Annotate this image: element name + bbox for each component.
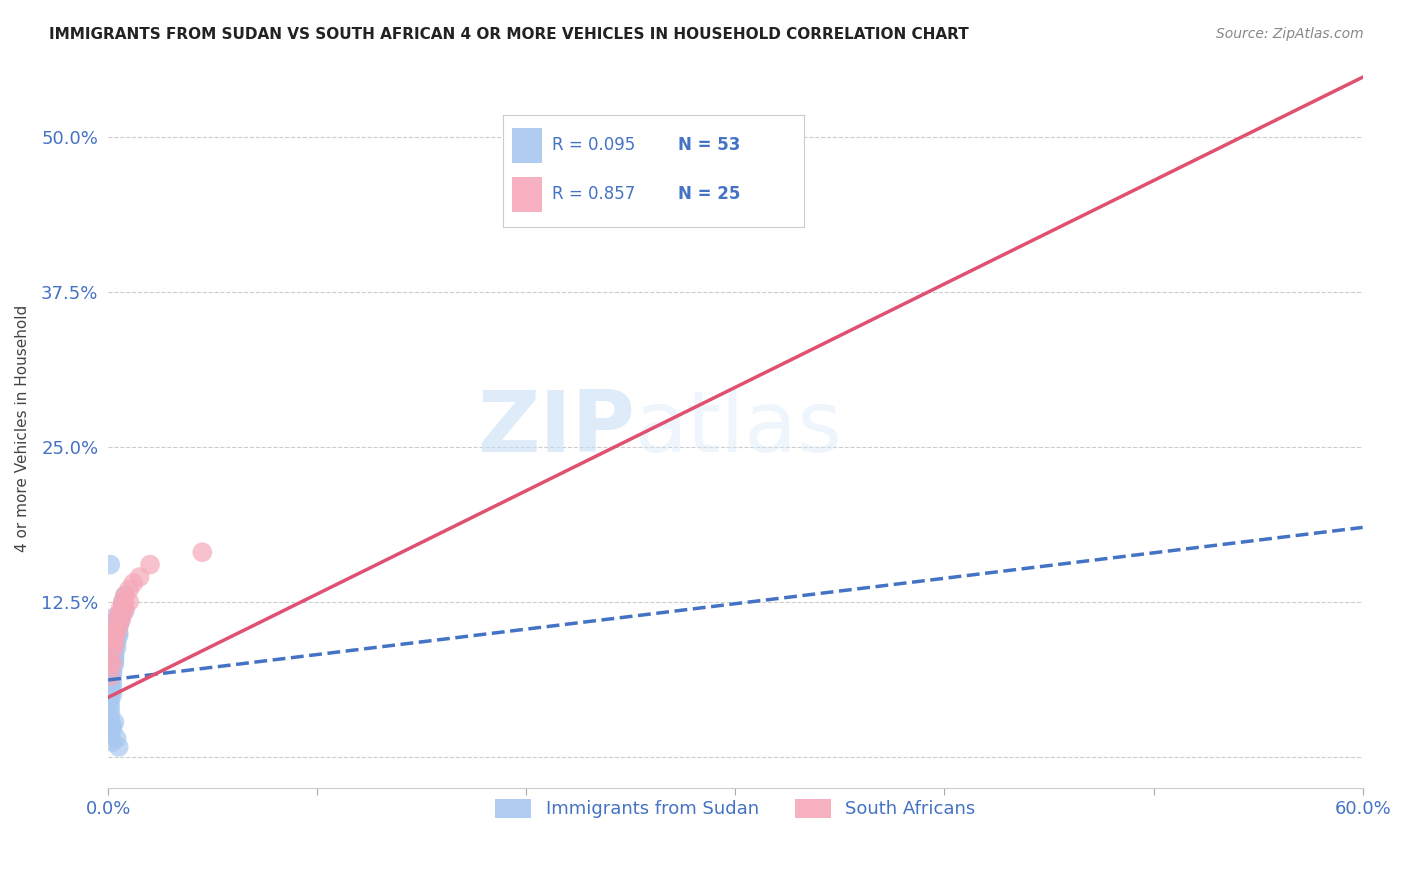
- Point: [107, 620, 129, 634]
- Point: [110, 601, 132, 615]
- Point: [98, 669, 121, 683]
- Point: [107, 739, 129, 754]
- Point: [101, 644, 124, 658]
- Point: [105, 731, 128, 746]
- Point: [98, 725, 121, 739]
- Point: [103, 648, 125, 662]
- Point: [128, 570, 150, 584]
- Point: [105, 625, 128, 640]
- Point: [107, 625, 129, 640]
- Point: [118, 582, 141, 597]
- Point: [103, 638, 125, 652]
- Point: [110, 614, 132, 628]
- Point: [101, 657, 124, 671]
- Point: [724, 123, 747, 137]
- Legend: Immigrants from Sudan, South Africans: Immigrants from Sudan, South Africans: [488, 792, 983, 826]
- Point: [103, 625, 125, 640]
- Point: [111, 595, 134, 609]
- Point: [105, 614, 128, 628]
- Point: [111, 601, 134, 615]
- Text: atlas: atlas: [636, 387, 844, 470]
- Point: [103, 715, 125, 730]
- Point: [101, 719, 124, 733]
- Point: [101, 735, 124, 749]
- Point: [98, 657, 121, 671]
- Point: [101, 660, 124, 674]
- Point: [101, 644, 124, 658]
- Point: [98, 663, 121, 677]
- Text: ZIP: ZIP: [477, 387, 636, 470]
- Point: [114, 603, 136, 617]
- Point: [98, 700, 121, 714]
- Point: [107, 607, 129, 622]
- Point: [98, 675, 121, 690]
- Point: [98, 706, 121, 721]
- Point: [101, 611, 124, 625]
- Point: [98, 669, 121, 683]
- Point: [118, 595, 141, 609]
- Point: [122, 576, 145, 591]
- Point: [107, 620, 129, 634]
- Text: Source: ZipAtlas.com: Source: ZipAtlas.com: [1216, 27, 1364, 41]
- Point: [101, 688, 124, 702]
- Point: [101, 681, 124, 696]
- Point: [101, 632, 124, 646]
- Point: [105, 632, 128, 646]
- Point: [107, 628, 129, 642]
- Point: [98, 558, 121, 572]
- Point: [101, 657, 124, 671]
- Point: [114, 589, 136, 603]
- Point: [105, 636, 128, 650]
- Point: [103, 650, 125, 665]
- Point: [191, 545, 214, 559]
- Point: [98, 713, 121, 727]
- Point: [101, 675, 124, 690]
- Point: [105, 625, 128, 640]
- Point: [110, 607, 132, 622]
- Y-axis label: 4 or more Vehicles in Household: 4 or more Vehicles in Household: [15, 304, 30, 552]
- Point: [101, 723, 124, 737]
- Point: [114, 589, 136, 603]
- Point: [101, 650, 124, 665]
- Point: [105, 640, 128, 655]
- Text: IMMIGRANTS FROM SUDAN VS SOUTH AFRICAN 4 OR MORE VEHICLES IN HOUSEHOLD CORRELATI: IMMIGRANTS FROM SUDAN VS SOUTH AFRICAN 4…: [49, 27, 969, 42]
- Point: [98, 681, 121, 696]
- Point: [103, 638, 125, 652]
- Point: [139, 558, 162, 572]
- Point: [98, 694, 121, 708]
- Point: [110, 614, 132, 628]
- Point: [103, 644, 125, 658]
- Point: [101, 665, 124, 680]
- Point: [103, 653, 125, 667]
- Point: [103, 657, 125, 671]
- Point: [103, 632, 125, 646]
- Point: [101, 615, 124, 630]
- Point: [101, 663, 124, 677]
- Point: [98, 678, 121, 692]
- Point: [111, 607, 134, 622]
- Point: [98, 657, 121, 671]
- Point: [114, 601, 136, 615]
- Point: [111, 595, 134, 609]
- Point: [103, 632, 125, 646]
- Point: [103, 620, 125, 634]
- Point: [98, 688, 121, 702]
- Point: [101, 669, 124, 683]
- Point: [98, 727, 121, 741]
